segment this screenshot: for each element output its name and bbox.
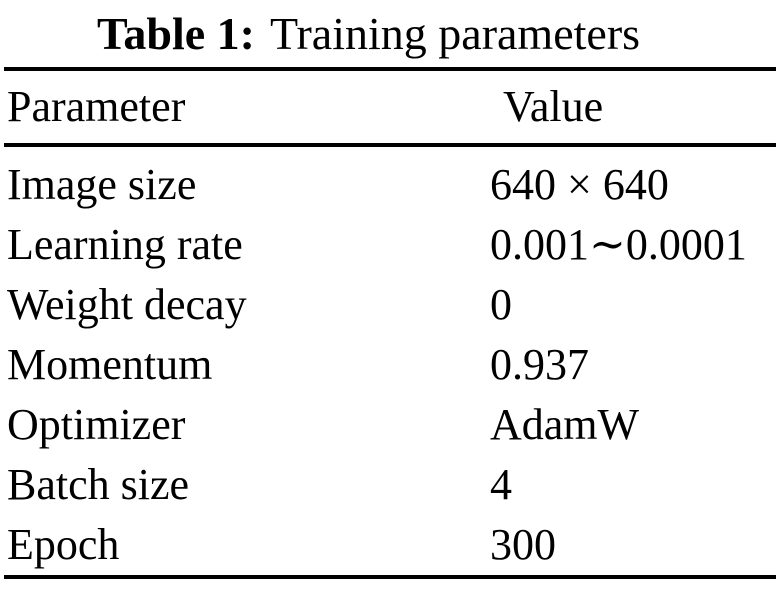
parameter-cell: Batch size <box>7 460 190 509</box>
parameter-cell: Learning rate <box>7 220 243 269</box>
table-row: Image size 640 × 640 <box>4 155 776 215</box>
parameter-cell: Epoch <box>7 520 120 569</box>
parameter-cell: Weight decay <box>7 280 247 329</box>
value-cell: AdamW <box>490 400 640 449</box>
table-caption-text: Training parameters <box>270 8 641 59</box>
parameter-cell: Momentum <box>7 340 213 389</box>
mid-rule <box>4 143 776 147</box>
value-cell: 0 <box>490 280 512 329</box>
value-cell: 300 <box>490 520 556 569</box>
value-cell: 640 × 640 <box>490 160 669 209</box>
value-cell: 0.937 <box>490 340 589 389</box>
top-rule <box>4 67 776 71</box>
column-header-parameter: Parameter <box>7 82 186 131</box>
table-caption: Table 1: Training parameters <box>0 0 779 67</box>
column-header-value: Value <box>503 82 604 131</box>
parameter-cell: Optimizer <box>7 400 186 449</box>
table-row: Epoch 300 <box>4 515 776 575</box>
parameter-cell: Image size <box>7 160 197 209</box>
table-row: Learning rate 0.001∼0.0001 <box>4 215 776 275</box>
value-cell: 4 <box>490 460 512 509</box>
table-row: Optimizer AdamW <box>4 395 776 455</box>
table-row: Batch size 4 <box>4 455 776 515</box>
training-parameters-table: Parameter Value Image size 640 × 640 Lea… <box>4 67 776 579</box>
table-row: Momentum 0.937 <box>4 335 776 395</box>
table-caption-label: Table 1: <box>96 8 255 59</box>
table-row: Weight decay 0 <box>4 275 776 335</box>
value-cell: 0.001∼0.0001 <box>490 220 747 269</box>
table-header-row: Parameter Value <box>4 71 776 143</box>
bottom-rule <box>4 575 776 579</box>
table-body: Image size 640 × 640 Learning rate 0.001… <box>4 147 776 575</box>
